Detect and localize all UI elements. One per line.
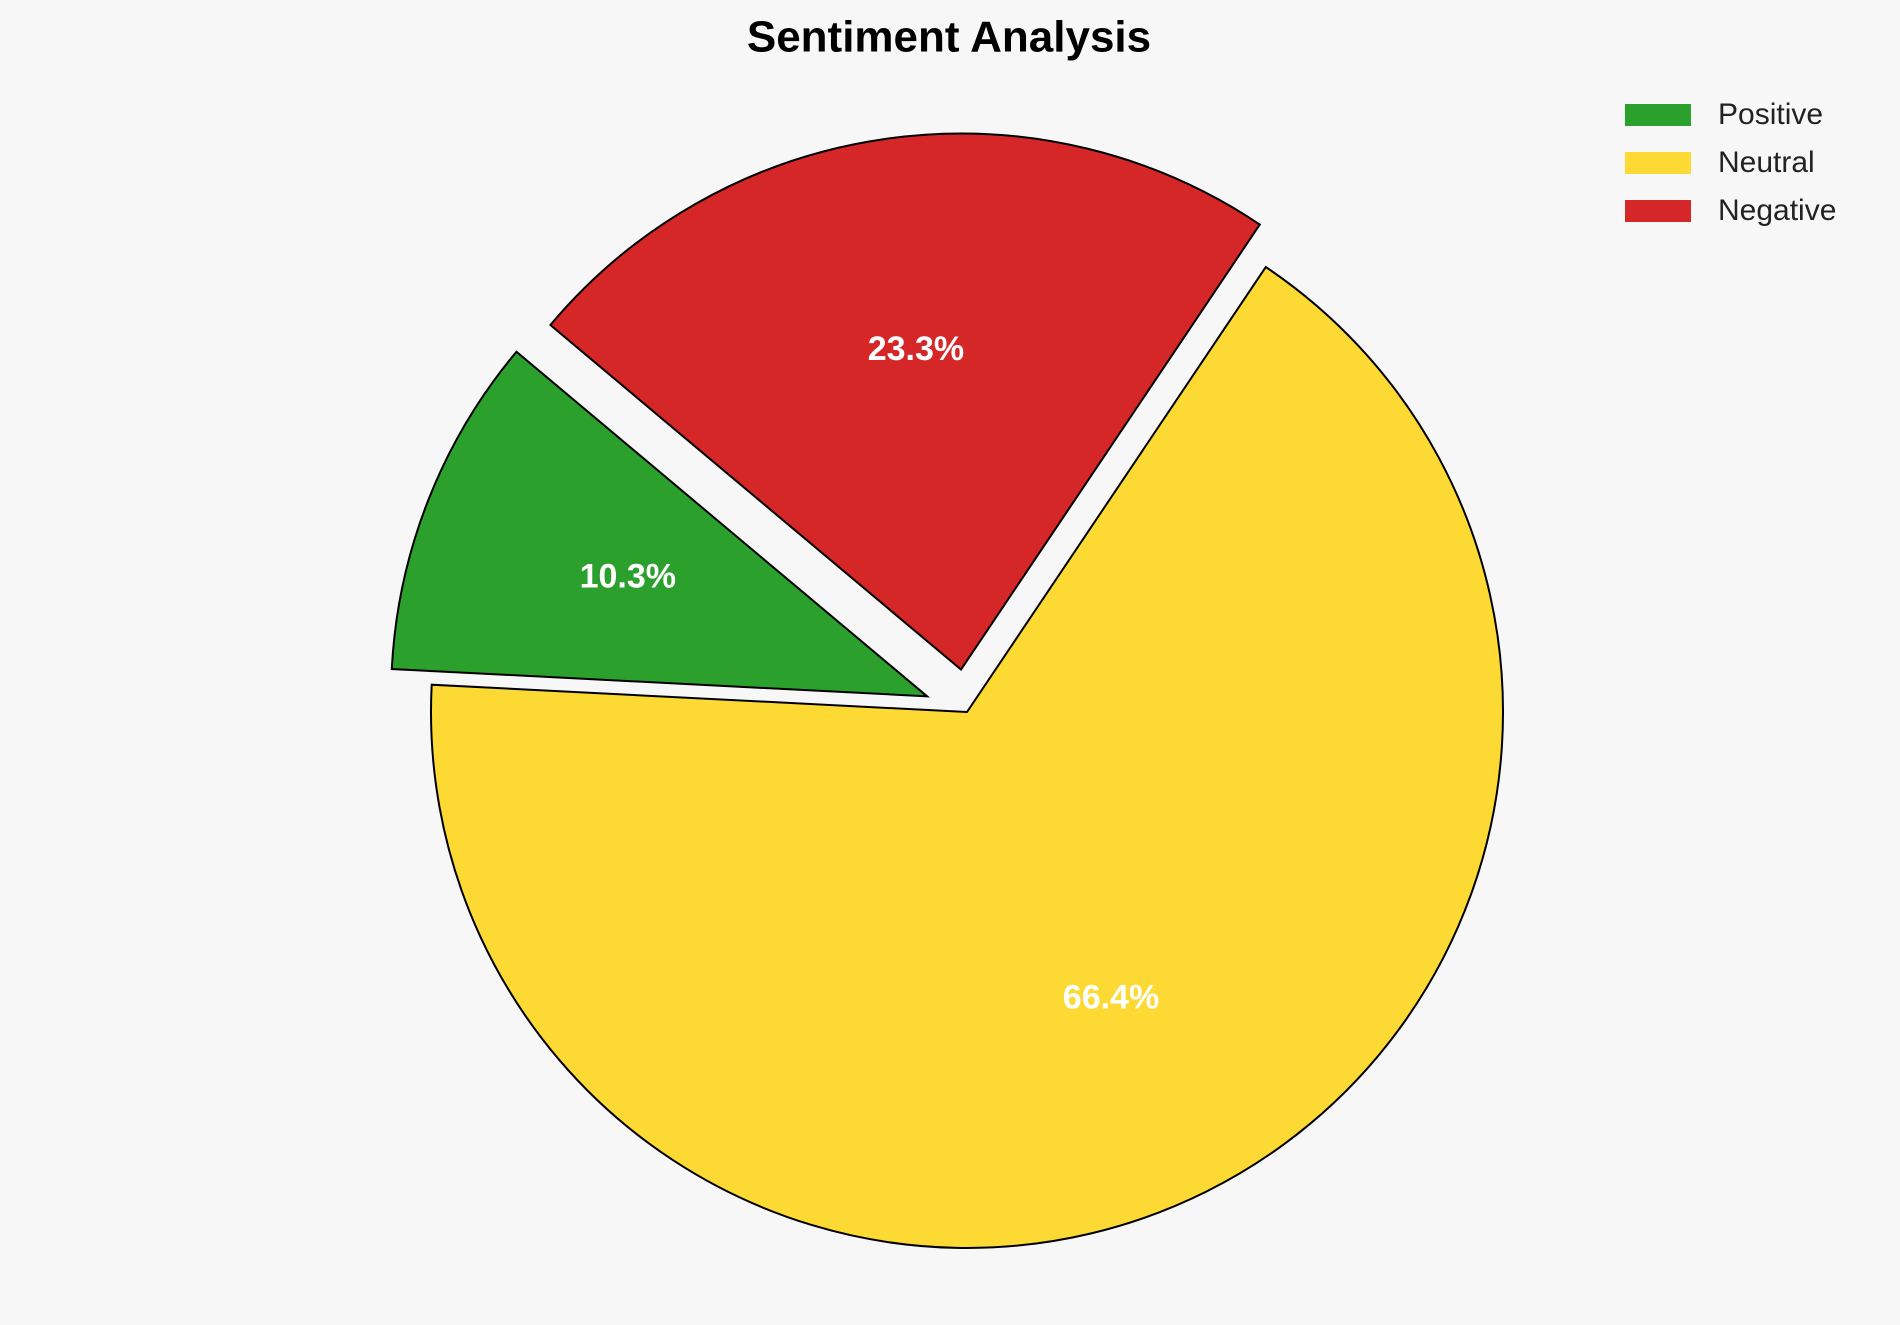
legend-label: Negative <box>1718 194 1836 227</box>
pie-slice <box>430 265 1504 1249</box>
legend-label: Positive <box>1718 98 1823 131</box>
legend-swatch <box>1625 200 1691 222</box>
chart-title: Sentiment Analysis <box>747 13 1151 62</box>
slice-label: 66.4% <box>1063 979 1159 1017</box>
legend-label: Neutral <box>1718 146 1815 179</box>
legend-swatch <box>1625 152 1691 174</box>
slice-label: 23.3% <box>868 330 964 368</box>
legend-swatch <box>1625 104 1691 126</box>
slice-label: 10.3% <box>580 558 676 596</box>
pie-slice <box>390 350 931 698</box>
pie-slice <box>548 132 1262 672</box>
